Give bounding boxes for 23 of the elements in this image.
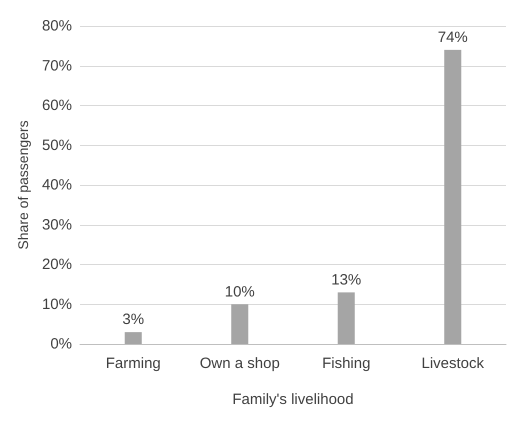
data-label: 74% <box>438 28 468 46</box>
bar <box>338 292 355 344</box>
y-tick-label: 30% <box>42 216 72 234</box>
x-tick-label: Fishing <box>322 355 370 372</box>
y-tick-label: 0% <box>50 336 72 352</box>
x-tick-label: Farming <box>106 355 161 372</box>
y-axis-title: Share of passengers <box>15 120 31 250</box>
y-tick-label: 20% <box>42 256 72 273</box>
x-axis-title: Family's livelihood <box>232 391 354 408</box>
bar <box>124 332 142 344</box>
data-label: 10% <box>224 283 255 300</box>
y-tick-label: 10% <box>42 296 72 313</box>
bar <box>231 304 248 344</box>
y-tick-label: 80% <box>42 18 72 34</box>
x-tick-label: Livestock <box>421 355 485 372</box>
data-label: 3% <box>122 311 144 328</box>
bar <box>444 50 462 344</box>
data-label: 13% <box>331 271 362 288</box>
x-tick-label: Own a shop <box>200 355 280 372</box>
y-tick-label: 40% <box>42 176 72 194</box>
y-tick-label: 50% <box>42 136 72 154</box>
y-tick-label: 60% <box>42 97 72 114</box>
y-tick-label: 70% <box>42 57 72 74</box>
